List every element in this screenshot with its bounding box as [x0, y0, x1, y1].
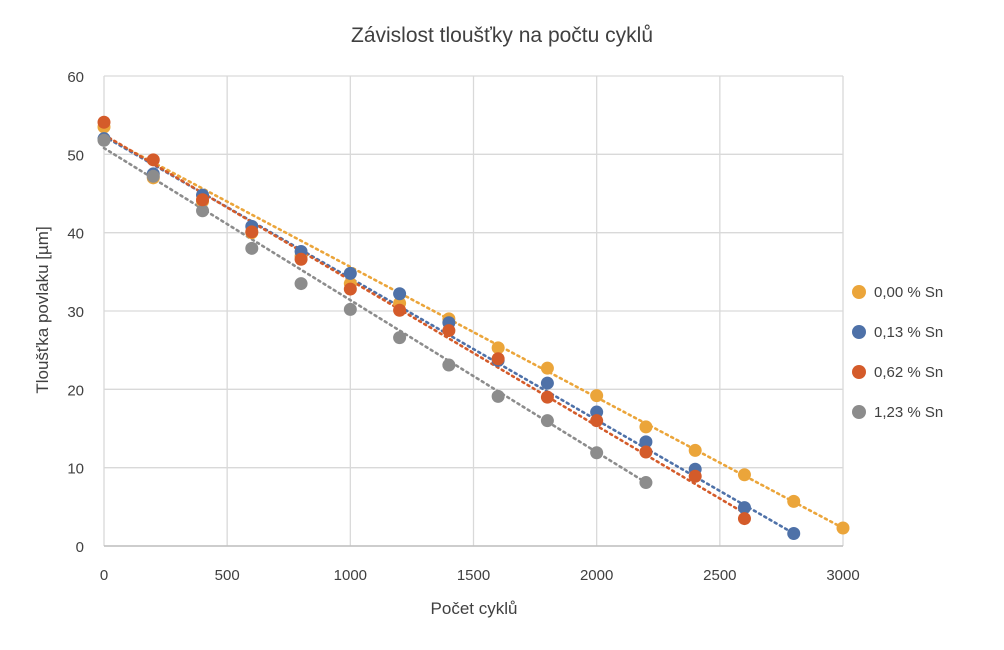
- point-series-2: [295, 253, 308, 266]
- y-tick-label: 50: [67, 147, 84, 164]
- y-tick-label: 40: [67, 226, 84, 243]
- legend-marker-3: [852, 405, 866, 419]
- point-series-3: [590, 446, 603, 459]
- legend-label-3: 1,23 % Sn: [874, 404, 943, 421]
- y-tick-label: 30: [67, 304, 84, 321]
- legend-label-1: 0,13 % Sn: [874, 324, 943, 341]
- y-tick-label: 60: [67, 69, 84, 86]
- point-series-0: [689, 444, 702, 457]
- trendline-series-3: [104, 148, 646, 482]
- point-series-1: [541, 377, 554, 390]
- point-series-2: [98, 116, 111, 129]
- legend-marker-0: [852, 285, 866, 299]
- point-series-2: [147, 153, 160, 166]
- point-series-1: [787, 527, 800, 540]
- legend-label-2: 0,62 % Sn: [874, 364, 943, 381]
- point-series-2: [393, 304, 406, 317]
- point-series-0: [738, 468, 751, 481]
- y-tick-label: 20: [67, 382, 84, 399]
- legend-item-1: 0,13 % Sn: [852, 322, 943, 342]
- point-series-0: [639, 420, 652, 433]
- x-tick-label: 500: [215, 567, 240, 584]
- grid-lines: [104, 76, 843, 546]
- point-series-3: [639, 476, 652, 489]
- point-series-2: [344, 283, 357, 296]
- point-series-2: [639, 446, 652, 459]
- legend-label-0: 0,00 % Sn: [874, 284, 943, 301]
- x-tick-label: 2500: [703, 567, 736, 584]
- point-series-2: [590, 414, 603, 427]
- point-series-0: [590, 389, 603, 402]
- point-series-3: [541, 414, 554, 427]
- point-series-3: [147, 170, 160, 183]
- legend-item-0: 0,00 % Sn: [852, 282, 943, 302]
- y-tick-label: 0: [76, 539, 84, 556]
- point-series-2: [442, 324, 455, 337]
- point-series-0: [837, 521, 850, 534]
- point-series-1: [344, 267, 357, 280]
- chart-title: Závislost tloušťky na počtu cyklů: [351, 24, 653, 47]
- point-series-2: [196, 193, 209, 206]
- x-tick-label: 1500: [457, 567, 490, 584]
- legend: 0,00 % Sn 0,13 % Sn 0,62 % Sn 1,23 % Sn: [852, 282, 943, 442]
- point-series-2: [492, 352, 505, 365]
- point-series-0: [541, 362, 554, 375]
- point-series-3: [393, 331, 406, 344]
- legend-marker-1: [852, 325, 866, 339]
- point-series-0: [787, 495, 800, 508]
- point-series-3: [442, 359, 455, 372]
- y-axis-title: Tloušťka povlaku [µm]: [33, 226, 52, 393]
- point-series-3: [295, 277, 308, 290]
- legend-item-2: 0,62 % Sn: [852, 362, 943, 382]
- point-series-3: [344, 303, 357, 316]
- x-tick-label: 0: [100, 567, 108, 584]
- x-tick-label: 1000: [334, 567, 367, 584]
- legend-marker-2: [852, 365, 866, 379]
- point-series-2: [541, 391, 554, 404]
- y-tick-label: 10: [67, 461, 84, 478]
- point-series-1: [393, 287, 406, 300]
- x-tick-label: 2000: [580, 567, 613, 584]
- point-series-3: [245, 242, 258, 255]
- legend-item-3: 1,23 % Sn: [852, 402, 943, 422]
- point-series-2: [245, 225, 258, 238]
- point-series-2: [689, 470, 702, 483]
- x-tick-label: 3000: [826, 567, 859, 584]
- point-series-3: [492, 390, 505, 403]
- x-axis-title: Počet cyklů: [431, 599, 518, 618]
- point-series-3: [98, 134, 111, 147]
- point-series-2: [738, 512, 751, 525]
